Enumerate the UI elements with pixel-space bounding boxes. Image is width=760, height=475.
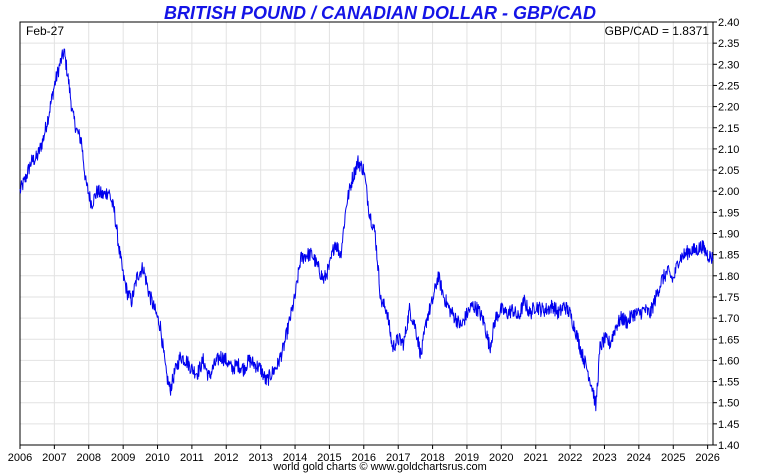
date-label: Feb-27 <box>26 24 64 38</box>
y-tick-label: 1.95 <box>718 207 739 219</box>
y-tick-label: 1.40 <box>718 440 739 452</box>
x-tick-label: 2014 <box>283 452 307 464</box>
x-tick-label: 2016 <box>352 452 376 464</box>
y-tick-label: 2.25 <box>718 80 739 92</box>
x-tick-label: 2026 <box>695 452 719 464</box>
current-value-label: GBP/CAD = 1.8371 <box>605 24 710 38</box>
x-tick-label: 2009 <box>111 452 135 464</box>
y-tick-label: 2.20 <box>718 102 739 114</box>
y-tick-label: 1.65 <box>718 334 739 346</box>
x-tick-label: 2022 <box>558 452 582 464</box>
x-axis: 2006 2007 2008 2009 2010 2011 2012 2013 2014 2015… <box>8 445 720 464</box>
y-axis: 1.40 1.45 1.50 1.55 1.60 1.65 1.70 1.75 1.80 1.85… <box>713 17 739 452</box>
grid <box>19 21 713 446</box>
x-tick-label: 2021 <box>524 452 548 464</box>
x-tick-label: 2019 <box>455 452 479 464</box>
x-tick-label: 2020 <box>489 452 513 464</box>
x-tick-label: 2015 <box>317 452 341 464</box>
x-tick-label: 2023 <box>592 452 616 464</box>
y-tick-label: 1.60 <box>718 355 739 367</box>
price-line <box>19 48 714 412</box>
x-tick-label: 2017 <box>386 452 410 464</box>
footer-credit: world gold charts © www.goldchartsrus.co… <box>273 461 487 473</box>
chart-title: BRITISH POUND / CANADIAN DOLLAR - GBP/CA… <box>164 3 596 23</box>
x-tick-label: 2011 <box>180 452 204 464</box>
y-tick-label: 1.75 <box>718 292 739 304</box>
y-tick-label: 1.70 <box>718 313 739 325</box>
y-tick-label: 1.90 <box>718 229 739 241</box>
y-tick-label: 1.45 <box>718 419 739 431</box>
y-tick-label: 2.35 <box>718 38 739 50</box>
y-tick-label: 2.05 <box>718 165 739 177</box>
y-tick-label: 2.30 <box>718 59 739 71</box>
x-tick-label: 2008 <box>76 452 100 464</box>
x-tick-label: 2013 <box>248 452 272 464</box>
y-tick-label: 1.55 <box>718 377 739 389</box>
x-tick-label: 2010 <box>145 452 169 464</box>
x-tick-label: 2018 <box>420 452 444 464</box>
y-tick-label: 1.85 <box>718 250 739 262</box>
x-tick-label: 2006 <box>8 452 32 464</box>
y-tick-label: 1.80 <box>718 271 739 283</box>
x-tick-label: 2024 <box>627 452 651 464</box>
y-tick-label: 1.50 <box>718 398 739 410</box>
x-tick-label: 2025 <box>661 452 685 464</box>
x-tick-label: 2007 <box>42 452 66 464</box>
x-tick-label: 2012 <box>214 452 238 464</box>
y-tick-label: 2.15 <box>718 123 739 135</box>
y-tick-label: 2.10 <box>718 144 739 156</box>
y-tick-label: 2.00 <box>718 186 739 198</box>
y-tick-label: 2.40 <box>718 17 739 29</box>
